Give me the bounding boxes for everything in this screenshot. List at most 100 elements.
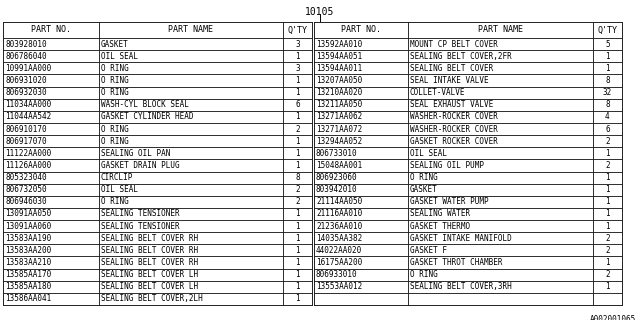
Bar bbox=[283, 22, 312, 38]
Text: 1: 1 bbox=[295, 210, 300, 219]
Bar bbox=[593, 38, 622, 50]
Bar bbox=[283, 75, 312, 86]
Text: 6: 6 bbox=[605, 124, 610, 133]
Text: 806732050: 806732050 bbox=[5, 185, 47, 194]
Text: O RING: O RING bbox=[100, 124, 129, 133]
Text: SEALING BELT COVER RH: SEALING BELT COVER RH bbox=[100, 258, 198, 267]
Text: 1: 1 bbox=[295, 161, 300, 170]
Text: 806931020: 806931020 bbox=[5, 76, 47, 85]
Text: 13585AA170: 13585AA170 bbox=[5, 270, 51, 279]
Bar bbox=[593, 147, 622, 159]
Bar bbox=[314, 62, 408, 75]
Text: 32: 32 bbox=[603, 88, 612, 97]
Text: 3: 3 bbox=[295, 40, 300, 49]
Text: O RING: O RING bbox=[410, 270, 438, 279]
Text: 11034AA000: 11034AA000 bbox=[5, 100, 51, 109]
Text: 1: 1 bbox=[605, 222, 610, 231]
Bar bbox=[99, 208, 283, 220]
Text: 13271AA062: 13271AA062 bbox=[316, 112, 362, 121]
Text: PART NO.: PART NO. bbox=[341, 26, 381, 35]
Bar bbox=[3, 293, 99, 305]
Text: 10105: 10105 bbox=[305, 7, 335, 17]
Text: WASHER-ROCKER COVER: WASHER-ROCKER COVER bbox=[410, 112, 498, 121]
Bar bbox=[283, 123, 312, 135]
Bar bbox=[408, 86, 593, 99]
Bar bbox=[593, 281, 622, 293]
Bar bbox=[408, 281, 593, 293]
Text: 1: 1 bbox=[295, 137, 300, 146]
Bar bbox=[3, 123, 99, 135]
Text: O RING: O RING bbox=[100, 64, 129, 73]
Text: A002001065: A002001065 bbox=[589, 315, 636, 320]
Bar bbox=[314, 244, 408, 256]
Bar bbox=[283, 184, 312, 196]
Text: 8: 8 bbox=[605, 76, 610, 85]
Text: 1: 1 bbox=[295, 149, 300, 158]
Text: PART NAME: PART NAME bbox=[168, 26, 213, 35]
Bar bbox=[593, 111, 622, 123]
Bar bbox=[314, 50, 408, 62]
Bar bbox=[593, 135, 622, 147]
Bar bbox=[3, 62, 99, 75]
Text: 806923060: 806923060 bbox=[316, 173, 358, 182]
Bar bbox=[99, 38, 283, 50]
Text: 8: 8 bbox=[295, 173, 300, 182]
Text: SEALING TENSIONER: SEALING TENSIONER bbox=[100, 210, 179, 219]
Bar bbox=[314, 172, 408, 184]
Text: SEALING BELT COVER LH: SEALING BELT COVER LH bbox=[100, 270, 198, 279]
Bar bbox=[314, 208, 408, 220]
Text: GASKET CYLINDER HEAD: GASKET CYLINDER HEAD bbox=[100, 112, 193, 121]
Bar bbox=[3, 196, 99, 208]
Bar bbox=[593, 256, 622, 268]
Text: 806932030: 806932030 bbox=[5, 88, 47, 97]
Bar bbox=[99, 268, 283, 281]
Text: COLLET-VALVE: COLLET-VALVE bbox=[410, 88, 465, 97]
Text: O RING: O RING bbox=[100, 88, 129, 97]
Bar bbox=[283, 220, 312, 232]
Text: 806933010: 806933010 bbox=[316, 270, 358, 279]
Text: SEALING OIL PUMP: SEALING OIL PUMP bbox=[410, 161, 484, 170]
Text: 1: 1 bbox=[295, 234, 300, 243]
Bar bbox=[314, 86, 408, 99]
Bar bbox=[593, 293, 622, 305]
Bar bbox=[283, 256, 312, 268]
Text: WASH-CYL BLOCK SEAL: WASH-CYL BLOCK SEAL bbox=[100, 100, 189, 109]
Bar bbox=[314, 147, 408, 159]
Bar bbox=[408, 159, 593, 172]
Text: 13207AA050: 13207AA050 bbox=[316, 76, 362, 85]
Bar bbox=[283, 208, 312, 220]
Bar bbox=[3, 184, 99, 196]
Text: 13592AA010: 13592AA010 bbox=[316, 40, 362, 49]
Bar bbox=[314, 135, 408, 147]
Bar bbox=[3, 268, 99, 281]
Bar bbox=[314, 184, 408, 196]
Bar bbox=[283, 159, 312, 172]
Bar bbox=[283, 99, 312, 111]
Bar bbox=[314, 111, 408, 123]
Bar bbox=[99, 135, 283, 147]
Bar bbox=[408, 22, 593, 38]
Bar bbox=[99, 50, 283, 62]
Text: 1: 1 bbox=[295, 52, 300, 61]
Bar bbox=[3, 159, 99, 172]
Bar bbox=[283, 196, 312, 208]
Text: 1: 1 bbox=[295, 282, 300, 291]
Text: 805323040: 805323040 bbox=[5, 173, 47, 182]
Text: 806910170: 806910170 bbox=[5, 124, 47, 133]
Bar bbox=[99, 172, 283, 184]
Text: Q'TY: Q'TY bbox=[287, 26, 307, 35]
Bar bbox=[408, 268, 593, 281]
Bar bbox=[283, 281, 312, 293]
Bar bbox=[99, 196, 283, 208]
Bar bbox=[593, 220, 622, 232]
Bar bbox=[283, 111, 312, 123]
Bar bbox=[408, 172, 593, 184]
Text: OIL SEAL: OIL SEAL bbox=[410, 149, 447, 158]
Text: 15048AA001: 15048AA001 bbox=[316, 161, 362, 170]
Text: 4: 4 bbox=[605, 112, 610, 121]
Text: 13583AA210: 13583AA210 bbox=[5, 258, 51, 267]
Text: 806733010: 806733010 bbox=[316, 149, 358, 158]
Bar bbox=[283, 38, 312, 50]
Bar bbox=[408, 62, 593, 75]
Text: 2: 2 bbox=[605, 270, 610, 279]
